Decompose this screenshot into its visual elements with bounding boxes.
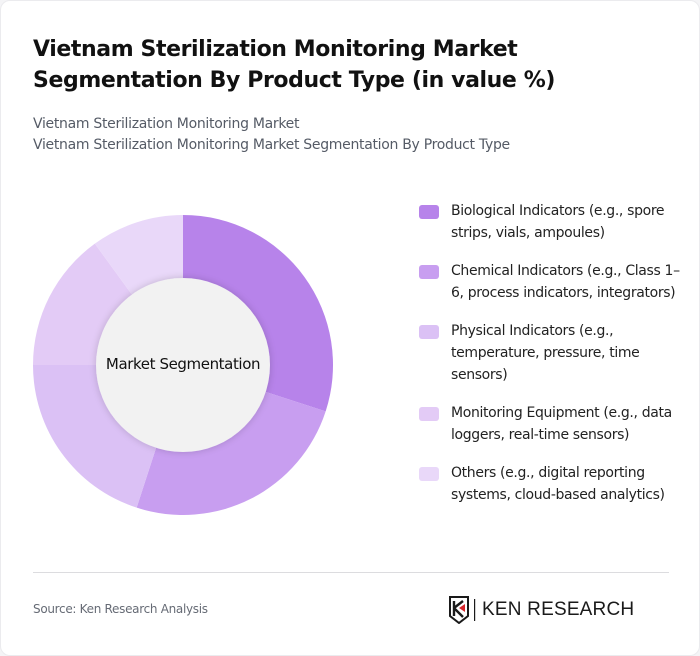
chart-subtitle: Vietnam Sterilization Monitoring Market … bbox=[33, 114, 653, 156]
footer-divider bbox=[33, 572, 669, 573]
donut-chart bbox=[33, 215, 333, 515]
legend-item-physical: Physical Indicators (e.g., temperature, … bbox=[419, 320, 689, 386]
legend-swatch bbox=[419, 265, 439, 279]
legend: Biological Indicators (e.g., spore strip… bbox=[419, 200, 689, 522]
legend-label: Chemical Indicators (e.g., Class 1–6, pr… bbox=[451, 263, 680, 301]
ken-research-shield-icon bbox=[449, 596, 476, 625]
subtitle-line-1: Vietnam Sterilization Monitoring Market bbox=[33, 116, 300, 132]
legend-swatch bbox=[419, 325, 439, 339]
legend-swatch bbox=[419, 467, 439, 481]
legend-item-others: Others (e.g., digital reporting systems,… bbox=[419, 462, 689, 506]
legend-swatch bbox=[419, 205, 439, 219]
legend-item-chemical: Chemical Indicators (e.g., Class 1–6, pr… bbox=[419, 260, 689, 304]
logo-text: KEN RESEARCH bbox=[482, 599, 635, 620]
chart-title: Vietnam Sterilization Monitoring Market … bbox=[33, 37, 556, 93]
legend-label: Physical Indicators (e.g., temperature, … bbox=[451, 323, 640, 383]
legend-label: Monitoring Equipment (e.g., data loggers… bbox=[451, 405, 672, 443]
donut-hole bbox=[96, 278, 270, 452]
legend-label: Biological Indicators (e.g., spore strip… bbox=[451, 203, 665, 241]
legend-item-monitoring-equipment: Monitoring Equipment (e.g., data loggers… bbox=[419, 402, 689, 446]
source-note: Source: Ken Research Analysis bbox=[33, 602, 208, 616]
donut-center-label: Market Segmentation bbox=[105, 355, 261, 373]
legend-item-biological: Biological Indicators (e.g., spore strip… bbox=[419, 200, 689, 244]
legend-swatch bbox=[419, 407, 439, 421]
ken-research-logo: KEN RESEARCH bbox=[448, 596, 670, 625]
subtitle-line-2: Vietnam Sterilization Monitoring Market … bbox=[33, 137, 510, 153]
legend-label: Others (e.g., digital reporting systems,… bbox=[451, 465, 665, 503]
